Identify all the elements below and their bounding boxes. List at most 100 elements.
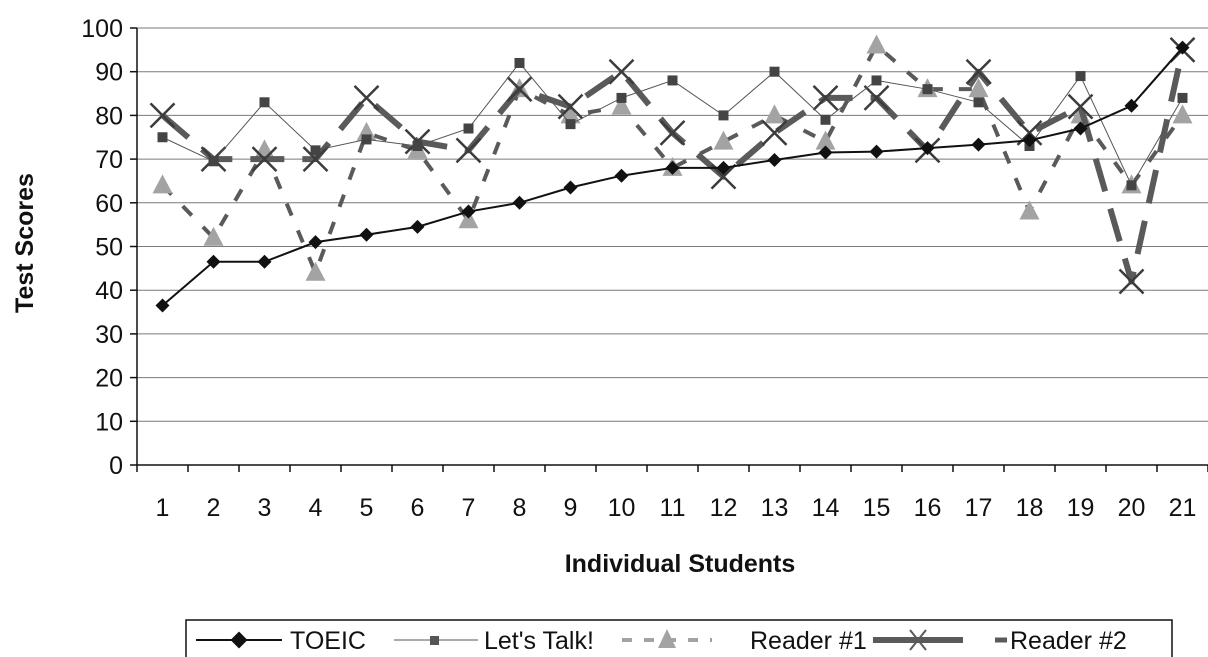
data-point-x — [812, 85, 839, 111]
y-tick-label: 20 — [95, 365, 123, 393]
data-point-diamond — [359, 227, 374, 242]
data-point-square — [871, 75, 882, 86]
x-tick-label: 17 — [965, 494, 993, 522]
data-point-diamond — [1124, 98, 1139, 113]
legend-label-reader-1: Reader #1 — [750, 627, 867, 655]
data-point-diamond — [206, 254, 221, 269]
y-tick-label: 100 — [81, 15, 123, 43]
data-point-diamond — [869, 144, 884, 159]
y-tick-labels: 0 10 20 30 40 50 60 70 80 90 100 — [81, 15, 137, 480]
data-point-square — [667, 75, 678, 86]
data-point-square — [463, 123, 474, 134]
x-axis-title: Individual Students — [565, 550, 796, 578]
legend-label-lets-talk: Let's Talk! — [484, 627, 594, 655]
data-point-diamond — [665, 160, 680, 175]
x-tick-label: 2 — [207, 494, 221, 522]
series-toeic — [155, 40, 1190, 313]
series-line — [161, 42, 1185, 279]
data-point-diamond — [512, 195, 527, 210]
data-point-x — [608, 58, 635, 85]
data-point-diamond — [155, 298, 170, 313]
x-tick-label: 12 — [710, 494, 738, 522]
y-tick-label: 70 — [95, 146, 123, 174]
data-point-square — [310, 145, 321, 156]
data-point-x — [1067, 93, 1094, 120]
legend-label-reader-2: Reader #2 — [1010, 627, 1127, 655]
data-point-triangle — [1172, 104, 1193, 124]
legend: TOEIC Let's Talk! Reader #1 Reader #2 — [185, 619, 1173, 657]
data-point-diamond — [410, 219, 425, 234]
data-point-square — [820, 114, 831, 125]
data-point-diamond — [818, 145, 833, 160]
data-point-square — [565, 119, 576, 130]
data-point-x — [455, 137, 482, 164]
x-tick-label: 6 — [411, 494, 425, 522]
data-point-diamond — [767, 152, 782, 167]
data-point-square — [769, 66, 780, 77]
y-tick-label: 0 — [109, 452, 123, 480]
data-point-x — [761, 119, 788, 146]
x-tick-label: 13 — [761, 494, 789, 522]
data-point-square — [1177, 92, 1188, 103]
data-point-x — [965, 58, 992, 85]
data-point-triangle — [203, 226, 224, 246]
data-point-square — [616, 92, 627, 103]
data-point-x — [302, 146, 329, 172]
data-point-diamond — [1022, 133, 1037, 148]
series-let-s-talk — [157, 57, 1188, 191]
data-point-diamond — [257, 254, 272, 269]
y-axis-title: Test Scores — [11, 173, 39, 313]
data-point-triangle — [152, 174, 173, 194]
x-tick-label: 15 — [863, 494, 891, 522]
legend-marker-reader-1 — [658, 629, 676, 648]
data-point-diamond — [461, 204, 476, 219]
data-point-square — [718, 110, 729, 121]
data-point-x — [659, 119, 686, 146]
series-reader-2 — [149, 36, 1196, 295]
legend-item-reader-1: Reader #1 — [622, 627, 867, 655]
x-tick-label: 9 — [564, 494, 578, 522]
data-point-triangle — [713, 130, 734, 150]
data-point-square — [259, 97, 270, 108]
data-point-square — [922, 84, 933, 95]
legend-box — [185, 619, 1173, 657]
data-point-triangle — [254, 139, 275, 159]
data-point-square — [208, 156, 219, 167]
x-tick-label: 1 — [156, 494, 170, 522]
y-tick-label: 10 — [95, 408, 123, 436]
data-point-x — [251, 146, 278, 172]
legend-item-lets-talk: Let's Talk! — [394, 627, 594, 655]
y-tick-label: 60 — [95, 190, 123, 218]
x-tick-label: 20 — [1118, 494, 1146, 522]
legend-marker-toeic — [230, 631, 248, 649]
data-point-x — [1118, 268, 1145, 295]
legend-item-toeic: TOEIC — [196, 627, 366, 655]
x-tick-label: 18 — [1016, 494, 1044, 522]
y-tick-label: 50 — [95, 234, 123, 262]
data-point-x — [863, 85, 890, 111]
data-point-triangle — [764, 104, 785, 124]
legend-marker-reader-2 — [909, 629, 927, 651]
x-tick-label: 19 — [1067, 494, 1095, 522]
data-point-x — [353, 85, 380, 111]
data-point-square — [1075, 71, 1086, 82]
data-point-triangle — [968, 78, 989, 98]
data-point-triangle — [458, 209, 479, 229]
y-tick-label: 30 — [95, 321, 123, 349]
x-tick-label: 16 — [914, 494, 942, 522]
data-point-square — [157, 132, 168, 143]
data-point-diamond — [716, 160, 731, 175]
data-point-diamond — [1175, 40, 1190, 55]
data-point-square — [1126, 180, 1137, 191]
data-point-square — [412, 140, 423, 151]
data-point-square — [514, 57, 525, 68]
data-point-triangle — [611, 95, 632, 115]
x-tick-label: 10 — [608, 494, 636, 522]
x-tick-label: 11 — [660, 494, 686, 522]
legend-marker-lets-talk — [430, 636, 439, 645]
x-tick-label: 5 — [360, 494, 374, 522]
x-tick-label: 3 — [258, 494, 272, 522]
data-point-diamond — [614, 168, 629, 183]
data-point-square — [361, 134, 372, 145]
